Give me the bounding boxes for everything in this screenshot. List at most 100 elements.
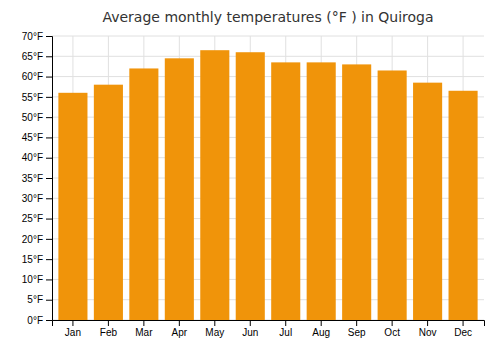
y-tick-mark — [46, 320, 52, 321]
x-tick-mark — [179, 320, 180, 326]
chart: Jan Feb Mar Apr May Jun Jul Aug Sep Oct Nov Dec 0°F 5… — [0, 0, 500, 350]
y-tick-mark — [46, 77, 52, 78]
x-tick-mark — [463, 320, 464, 326]
bar — [378, 70, 407, 320]
x-tick: Aug — [312, 320, 330, 338]
x-tick: Apr — [172, 320, 188, 338]
y-tick-mark — [46, 198, 52, 199]
y-tick-mark — [46, 56, 52, 57]
y-tick-mark — [46, 36, 52, 37]
x-tick-mark — [143, 320, 144, 326]
y-tick-mark — [46, 279, 52, 280]
y-tick: 15°F — [22, 254, 52, 265]
y-tick: 10°F — [22, 274, 52, 285]
bar — [94, 85, 123, 320]
x-tick: Feb — [100, 320, 118, 338]
x-tick-label: Aug — [312, 327, 330, 338]
grid-line-y — [52, 56, 484, 57]
y-tick-label: 60°F — [22, 71, 43, 82]
x-tick-label: Apr — [172, 327, 188, 338]
bar — [342, 64, 371, 320]
x-tick-mark — [285, 320, 286, 326]
x-tick-label: Dec — [454, 327, 472, 338]
y-tick-label: 55°F — [22, 92, 43, 103]
y-tick-label: 10°F — [22, 274, 43, 285]
x-tick-mark — [250, 320, 251, 326]
y-tick-label: 35°F — [22, 173, 43, 184]
x-tick-label: Sep — [348, 327, 366, 338]
x-axis: Jan Feb Mar Apr May Jun Jul Aug Sep Oct Nov Dec — [53, 320, 485, 338]
x-tick-mark — [356, 320, 357, 326]
x-tick: Dec — [454, 320, 472, 338]
plot: Jan Feb Mar Apr May Jun Jul Aug Sep Oct Nov Dec 0°F 5… — [22, 31, 485, 338]
y-tick-mark — [46, 178, 52, 179]
y-tick-label: 45°F — [22, 132, 43, 143]
x-tick-label: Nov — [419, 327, 437, 338]
x-tick: Mar — [135, 320, 153, 338]
bar — [271, 62, 300, 320]
x-tick-label: Feb — [100, 327, 118, 338]
y-tick: 50°F — [22, 112, 52, 123]
bar — [200, 50, 229, 320]
y-tick-mark — [46, 239, 52, 240]
y-axis: 0°F 5°F 10°F 15°F 20°F 25°F 30°F 35°F 40°F 45°F 50… — [22, 31, 53, 326]
y-tick-label: 0°F — [27, 315, 43, 326]
y-tick: 40°F — [22, 152, 52, 163]
x-tick-label: Jan — [65, 327, 81, 338]
x-tick-label: Jun — [242, 327, 258, 338]
bar — [307, 62, 336, 320]
y-tick-label: 40°F — [22, 152, 43, 163]
x-axis-line — [53, 321, 485, 327]
y-tick-mark — [46, 158, 52, 159]
bar — [236, 52, 265, 320]
y-tick-mark — [46, 117, 52, 118]
y-tick-mark — [46, 259, 52, 260]
y-tick-label: 20°F — [22, 234, 43, 245]
bar — [449, 91, 478, 320]
y-tick: 35°F — [22, 173, 52, 184]
y-tick-label: 65°F — [22, 51, 43, 62]
bar — [413, 83, 442, 320]
y-tick-mark — [46, 300, 52, 301]
x-tick-mark — [392, 320, 393, 326]
bar — [165, 58, 194, 320]
grid — [52, 36, 484, 320]
x-tick-label: Mar — [135, 327, 153, 338]
x-tick: Oct — [384, 320, 400, 338]
y-tick-label: 50°F — [22, 112, 43, 123]
x-tick: Sep — [348, 320, 366, 338]
y-tick: 25°F — [22, 213, 52, 224]
y-tick: 65°F — [22, 51, 52, 62]
title: Average monthly temperatures (°F ) in Qu… — [102, 9, 433, 25]
x-tick: May — [205, 320, 224, 338]
y-tick: 30°F — [22, 193, 52, 204]
x-tick: Jul — [279, 320, 292, 338]
x-tick-label: Oct — [384, 327, 400, 338]
x-tick-mark — [321, 320, 322, 326]
x-tick-label: Jul — [279, 327, 292, 338]
y-tick-label: 30°F — [22, 193, 43, 204]
x-tick: Jun — [242, 320, 258, 338]
y-tick-mark — [46, 97, 52, 98]
y-tick-label: 15°F — [22, 254, 43, 265]
x-tick-mark — [427, 320, 428, 326]
y-tick-label: 5°F — [27, 294, 43, 305]
y-tick: 70°F — [22, 31, 52, 42]
grid-line-y — [52, 76, 484, 77]
y-tick: 20°F — [22, 234, 52, 245]
y-tick: 5°F — [27, 294, 52, 305]
y-tick: 55°F — [22, 92, 52, 103]
x-tick-label: May — [205, 327, 224, 338]
x-tick-mark — [214, 320, 215, 326]
y-tick: 45°F — [22, 132, 52, 143]
bar — [58, 93, 87, 320]
x-tick-mark — [108, 320, 109, 326]
bars — [58, 50, 477, 320]
y-tick-label: 25°F — [22, 213, 43, 224]
y-tick-mark — [46, 219, 52, 220]
y-tick-label: 70°F — [22, 31, 43, 42]
bar — [129, 68, 158, 320]
y-axis-line — [46, 37, 53, 321]
x-tick: Jan — [65, 320, 81, 338]
y-tick-mark — [46, 137, 52, 138]
